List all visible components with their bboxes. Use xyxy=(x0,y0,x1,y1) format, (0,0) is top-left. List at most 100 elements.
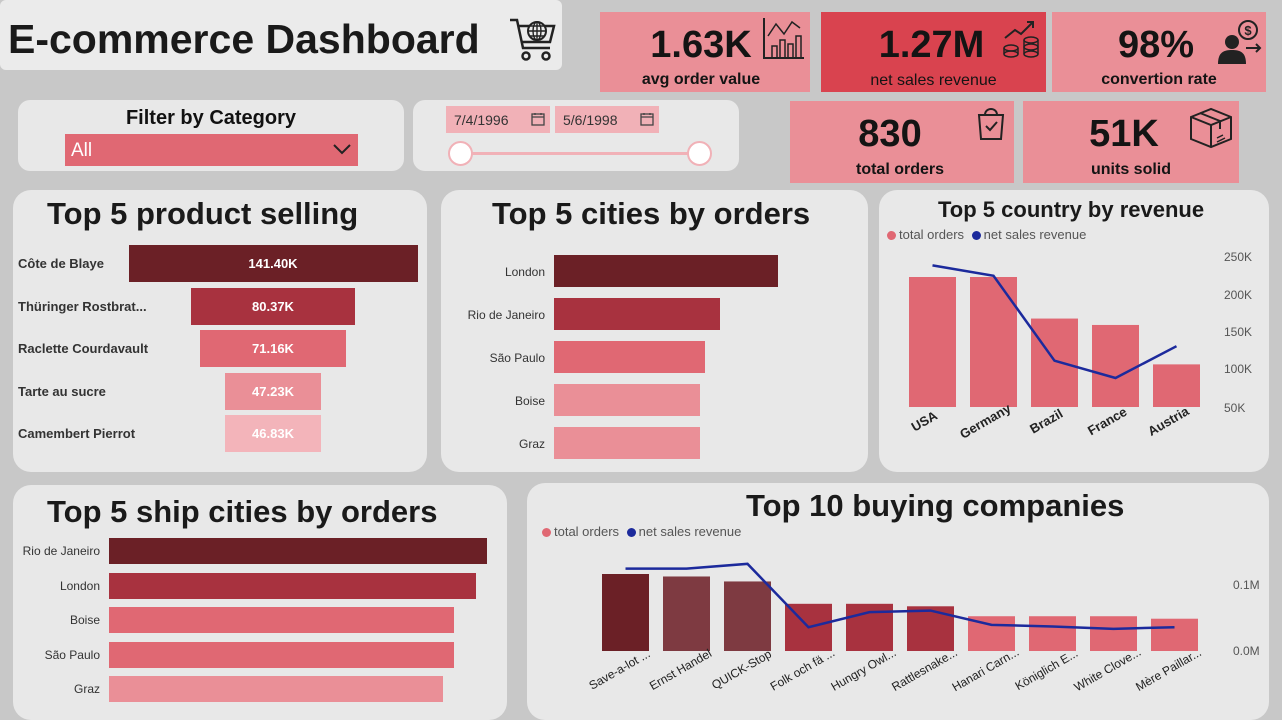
date-range-filter: 7/4/1996 5/6/1998 xyxy=(413,100,739,171)
data-label: 46.83K xyxy=(252,426,294,441)
kpi-units-sold: 51K units solid xyxy=(1023,101,1239,183)
legend-label: net sales revenue xyxy=(983,227,1087,242)
category-label: Ernst Handel xyxy=(647,646,714,693)
category-label: São Paulo xyxy=(489,351,545,365)
date-slider-track[interactable] xyxy=(460,152,700,155)
category-filter: Filter by Category All xyxy=(18,100,404,171)
date-start-input[interactable]: 7/4/1996 xyxy=(446,106,550,133)
bar xyxy=(554,255,778,287)
data-label: 80.37K xyxy=(252,298,294,314)
legend-item-net-sales: net sales revenue xyxy=(626,524,742,539)
category-label: Austria xyxy=(1145,403,1192,439)
axis-tick-label: 200K xyxy=(1224,288,1252,302)
kpi-value: 830 xyxy=(858,113,922,155)
kpi-value: 1.27M xyxy=(878,24,985,66)
category-label: Königlich E... xyxy=(1013,646,1081,693)
bar xyxy=(663,576,710,651)
country-combo-chart: USA Germany Brazil France Austria250K200K150… xyxy=(909,250,1252,442)
category-label: Thüringer Rostbrat... xyxy=(18,298,147,314)
category-label: Graz xyxy=(518,437,545,451)
category-label: Folk och fä ... xyxy=(768,645,837,693)
category-label: Boise xyxy=(69,613,100,627)
category-label: QUICK-Stop xyxy=(709,647,774,693)
data-label: 47.23K xyxy=(252,383,294,399)
legend-label: net sales revenue xyxy=(638,524,742,539)
date-end-input[interactable]: 5/6/1998 xyxy=(555,106,659,133)
date-end-value: 5/6/1998 xyxy=(563,112,618,128)
data-label: 141.40K xyxy=(248,256,298,271)
kpi-label: avg order value xyxy=(641,71,761,88)
bar xyxy=(225,415,321,452)
package-box-icon xyxy=(1190,107,1232,149)
bar xyxy=(602,574,649,651)
shopping-cart-icon xyxy=(510,18,556,61)
bar xyxy=(1153,364,1200,407)
company-combo-chart: Save-a-lot ...Ernst HandelQUICK-StopFolk… xyxy=(587,562,1260,694)
kpi-label: units solid xyxy=(1091,161,1171,178)
legend-label: total orders xyxy=(554,524,620,539)
bar xyxy=(970,277,1017,407)
series-line xyxy=(625,562,1175,631)
title-card: E-commerce Dashboard xyxy=(0,0,562,70)
user-dollar-icon: $ xyxy=(1218,20,1262,64)
category-label: Tarte au sucre xyxy=(18,383,106,399)
calendar-icon xyxy=(640,113,654,126)
bar xyxy=(554,427,701,459)
chevron-down-icon xyxy=(333,144,351,155)
date-start-value: 7/4/1996 xyxy=(454,112,509,128)
legend-dot xyxy=(971,231,981,240)
bar xyxy=(128,245,418,282)
category-label: Rattlesnake... xyxy=(889,645,960,694)
category-label: Boise xyxy=(514,394,545,408)
legend-label: total orders xyxy=(899,227,965,242)
legend-item-net-sales: net sales revenue xyxy=(971,227,1087,242)
legend-item-total-orders: total orders xyxy=(887,227,964,242)
chart-title: Top 5 cities by orders xyxy=(492,196,811,231)
category-label: White Clove... xyxy=(1072,645,1144,694)
bar xyxy=(200,330,346,367)
legend-item-total-orders: total orders xyxy=(542,524,619,539)
bar xyxy=(1031,318,1078,407)
bar xyxy=(109,607,454,633)
bar xyxy=(109,641,454,668)
category-label: Rio de Janeiro xyxy=(467,308,545,322)
chart-title: Top 10 buying companies xyxy=(746,488,1125,523)
kpi-value: 51K xyxy=(1089,113,1159,155)
category-filter-label: Filter by Category xyxy=(125,107,297,129)
kpi-label: net sales revenue xyxy=(870,72,997,89)
date-slider-start-handle[interactable] xyxy=(448,141,473,166)
axis-tick-label: 0.0M xyxy=(1233,644,1260,658)
category-label: Raclette Courdavault xyxy=(18,341,149,356)
bar xyxy=(1151,618,1198,651)
svg-text:$: $ xyxy=(1244,23,1252,38)
chart-icon xyxy=(763,18,804,59)
legend-dot xyxy=(887,231,896,240)
category-label: Côte de Blaye xyxy=(18,256,104,271)
category-label: Hanari Carn... xyxy=(950,645,1022,694)
bar xyxy=(109,676,443,702)
bar xyxy=(554,341,705,373)
bar xyxy=(1092,324,1139,407)
axis-tick-label: 50K xyxy=(1224,401,1245,415)
category-label: Hungry Owl... xyxy=(829,645,899,693)
kpi-label: convertion rate xyxy=(1101,71,1217,88)
panel-top-countries: Top 5 country by revenue total orders ne… xyxy=(879,190,1269,472)
date-slider-end-handle[interactable] xyxy=(687,141,712,166)
category-label: São Paulo xyxy=(44,647,100,662)
panel-top-companies: Top 10 buying companies total orders net… xyxy=(527,483,1269,720)
axis-tick-label: 250K xyxy=(1224,250,1252,264)
category-select[interactable]: All xyxy=(65,134,358,166)
bar xyxy=(109,538,487,564)
bar xyxy=(1090,616,1137,651)
category-label: USA xyxy=(909,407,941,434)
category-label: Graz xyxy=(73,682,100,696)
category-label: Mère Paillar... xyxy=(1133,645,1204,694)
kpi-value: 1.63K xyxy=(650,24,752,66)
kpi-label: total orders xyxy=(855,161,944,178)
category-select-value: All xyxy=(71,140,93,161)
chart-title: Top 5 product selling xyxy=(47,196,359,231)
series-line xyxy=(932,264,1178,380)
category-label: Rio de Janeiro xyxy=(22,544,100,558)
bar xyxy=(724,581,771,651)
kpi-net-sales-revenue: 1.27M net sales revenue xyxy=(821,12,1046,92)
